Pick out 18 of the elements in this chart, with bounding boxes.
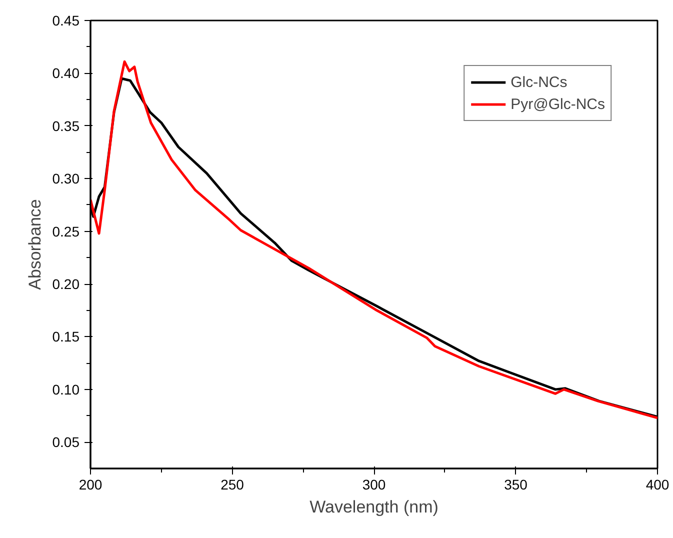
- x-tick-label: 400: [646, 476, 670, 492]
- x-tick-label: 350: [504, 476, 528, 492]
- y-tick-label: 0.40: [52, 65, 80, 82]
- y-tick-label: 0.35: [52, 118, 80, 134]
- y-tick-label: 0.25: [52, 223, 80, 240]
- x-tick-label: 200: [78, 476, 102, 492]
- x-tick-label: 250: [220, 476, 244, 492]
- y-axis-title: Absorbance: [25, 199, 44, 290]
- x-axis-title: Wavelength (nm): [310, 498, 438, 516]
- x-tick-label: 300: [362, 476, 386, 492]
- legend-label: Pyr@Glc-NCs: [510, 96, 605, 112]
- y-tick-label: 0.10: [52, 381, 80, 398]
- legend-label: Glc-NCs: [510, 74, 568, 90]
- y-tick-label: 0.05: [52, 434, 80, 450]
- y-tick-label: 0.15: [52, 328, 80, 345]
- y-tick-label: 0.30: [52, 170, 80, 187]
- y-tick-label: 0.20: [52, 276, 80, 292]
- y-tick-label: 0.45: [52, 12, 80, 28]
